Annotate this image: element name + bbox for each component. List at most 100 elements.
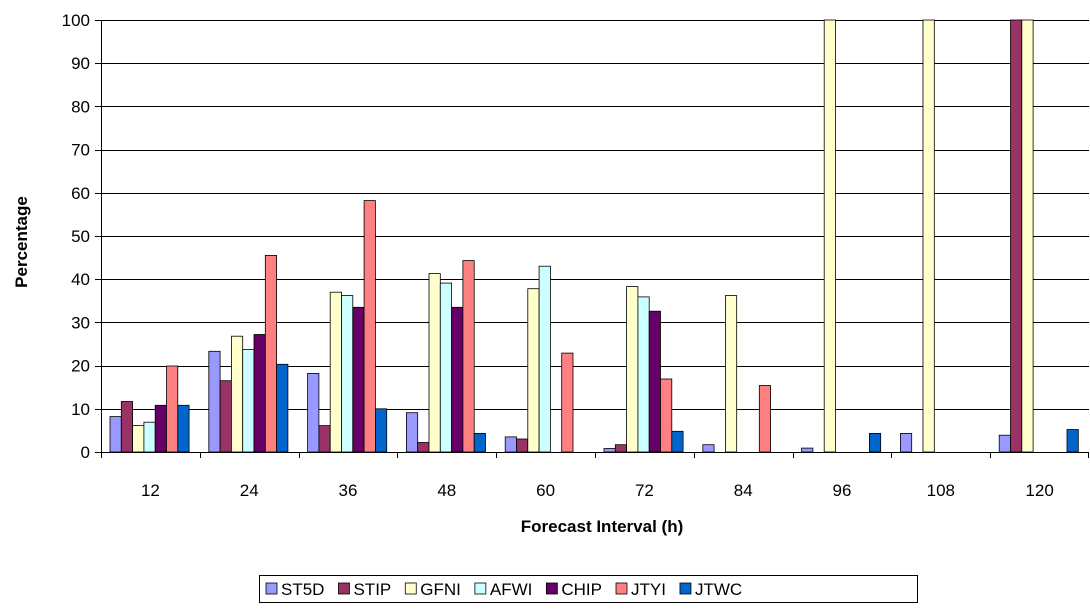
- bar-gfni-48: [428, 273, 441, 453]
- bar-jtyi-36: [363, 200, 376, 453]
- bar-st5d-12: [109, 416, 122, 453]
- bar-jtwc-48: [473, 432, 486, 453]
- bar-stip-12: [120, 401, 134, 453]
- bar-st5d-48: [405, 412, 419, 453]
- bar-jtwc-96: [869, 432, 882, 453]
- bar-jtwc-12: [177, 404, 190, 453]
- legend-swatch: [265, 582, 278, 595]
- bar-jtyi-48: [462, 260, 475, 453]
- legend-item-chip: CHIP: [545, 580, 602, 599]
- y-tick-labels: 0 10 20 30 40 50 60 70 80 90 100: [62, 11, 90, 462]
- bar-stip-60: [516, 438, 529, 453]
- legend-item-stip: STIP: [338, 580, 391, 599]
- legend-swatch: [404, 582, 417, 595]
- legend-label: JTYI: [631, 580, 666, 599]
- bar-gfni-120: [1021, 19, 1034, 453]
- legend-swatch: [474, 582, 487, 595]
- bar-chip-24: [253, 334, 266, 453]
- bar-jtwc-36: [374, 408, 388, 453]
- y-tick-label: 90: [71, 54, 90, 73]
- bar-afwi-60: [538, 265, 551, 453]
- x-tick-labels: 12 24 36 48 60 72 84 96 108 120: [141, 481, 1054, 500]
- x-tick-label: 36: [339, 481, 358, 500]
- y-tick-label: 100: [62, 11, 90, 30]
- bar-jtyi-84: [758, 385, 771, 453]
- y-tick-label: 20: [71, 357, 90, 376]
- legend-item-st5d: ST5D: [265, 580, 324, 599]
- y-tick-label: 10: [71, 400, 90, 419]
- bar-st5d-96: [801, 447, 814, 453]
- x-tick-label: 96: [833, 481, 852, 500]
- legend-swatch: [615, 582, 628, 595]
- bar-afwi-12: [143, 421, 156, 453]
- legend-swatch: [545, 582, 558, 595]
- bar-jtwc-72: [671, 430, 684, 453]
- x-tick-label: 48: [437, 481, 456, 500]
- y-tick-label: 40: [71, 270, 90, 289]
- y-axis-title: Percentage: [12, 196, 31, 288]
- bar-st5d-84: [702, 444, 715, 453]
- bar-stip-72: [614, 444, 627, 453]
- bar-chip-48: [451, 306, 464, 453]
- bar-stip-120: [1010, 19, 1023, 453]
- legend-label: CHIP: [561, 580, 602, 599]
- legend-swatch: [679, 582, 692, 595]
- y-tick-label: 70: [71, 141, 90, 160]
- bar-chip-12: [154, 404, 167, 453]
- bar-gfni-96: [823, 19, 836, 453]
- bar-st5d-120: [998, 434, 1011, 453]
- legend-item-gfni: GFNI: [404, 580, 461, 599]
- x-tick-label: 84: [734, 481, 753, 500]
- bar-gfni-108: [922, 19, 935, 453]
- legend-item-jtyi: JTYI: [615, 580, 666, 599]
- bar-st5d-72: [603, 448, 616, 453]
- bar-jtyi-72: [660, 378, 673, 453]
- bar-st5d-24: [208, 350, 221, 453]
- bar-afwi-36: [341, 295, 354, 453]
- bar-gfni-60: [527, 288, 540, 453]
- legend-label: JTWC: [695, 580, 742, 599]
- bar-chip-36: [352, 306, 365, 453]
- legend-item-afwi: AFWI: [474, 580, 533, 599]
- x-tick-label: 12: [141, 481, 160, 500]
- y-tick-label: 0: [81, 443, 90, 462]
- bar-jtyi-12: [166, 365, 179, 453]
- legend-label: GFNI: [420, 580, 461, 599]
- x-axis-title: Forecast Interval (h): [521, 517, 684, 536]
- bar-jtwc-24: [276, 363, 289, 453]
- bar-st5d-60: [504, 436, 517, 453]
- legend-box: [259, 575, 918, 603]
- bar-jtyi-24: [264, 254, 277, 453]
- bar-afwi-24: [242, 349, 255, 453]
- legend-swatch: [338, 582, 350, 595]
- bar-stip-24: [219, 380, 232, 453]
- legend-item-jtwc: JTWC: [679, 580, 742, 599]
- x-tick-label: 108: [927, 481, 955, 500]
- legend-label: STIP: [353, 580, 391, 599]
- bar-stip-36: [318, 425, 331, 453]
- legend: ST5D STIP GFNI AFWI CHIP JTYI JTWC: [259, 575, 918, 603]
- x-tick-label: 24: [240, 481, 259, 500]
- bar-gfni-84: [725, 295, 738, 453]
- bar-jtyi-60: [561, 352, 574, 453]
- bar-jtwc-120: [1066, 429, 1079, 453]
- bar-stip-48: [417, 442, 430, 453]
- bar-st5d-36: [307, 372, 320, 453]
- y-tick-label: 50: [71, 227, 90, 246]
- bar-gfni-12: [132, 425, 145, 453]
- bars: [109, 19, 1079, 453]
- bar-afwi-72: [637, 296, 650, 453]
- x-tick-label: 120: [1025, 481, 1053, 500]
- y-tick-label: 30: [71, 313, 90, 332]
- bar-gfni-36: [329, 291, 342, 453]
- bar-chip-72: [648, 310, 661, 453]
- bar-afwi-48: [439, 282, 452, 453]
- bar-gfni-72: [626, 286, 639, 453]
- bar-st5d-108: [900, 432, 913, 453]
- x-tick-label: 60: [536, 481, 555, 500]
- bar-gfni-24: [230, 335, 244, 453]
- legend-label: AFWI: [490, 580, 533, 599]
- axes: [95, 20, 1089, 458]
- y-tick-label: 80: [71, 97, 90, 116]
